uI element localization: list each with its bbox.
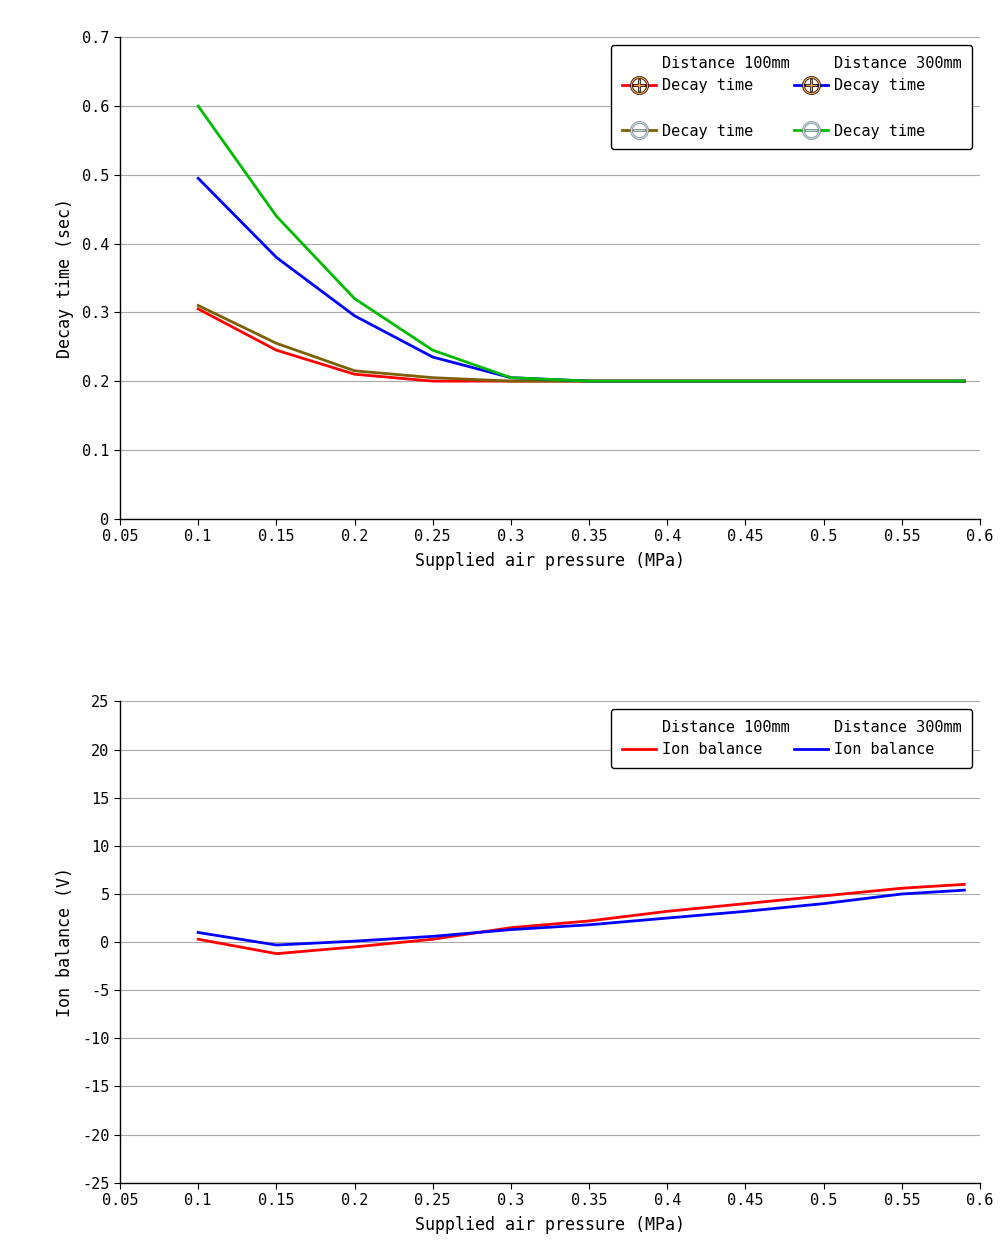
Legend: Distance 100mm, Ion balance, Distance 300mm, Ion balance: Distance 100mm, Ion balance, Distance 30… — [611, 710, 972, 768]
Y-axis label: Decay time (sec): Decay time (sec) — [56, 198, 74, 359]
Y-axis label: Ion balance (V): Ion balance (V) — [56, 867, 74, 1017]
X-axis label: Supplied air pressure (MPa): Supplied air pressure (MPa) — [415, 553, 685, 570]
X-axis label: Supplied air pressure (MPa): Supplied air pressure (MPa) — [415, 1216, 685, 1235]
Legend: Distance 100mm, Decay time, , Decay time, Distance 300mm, Decay time, , Decay ti: Distance 100mm, Decay time, , Decay time… — [611, 45, 972, 149]
